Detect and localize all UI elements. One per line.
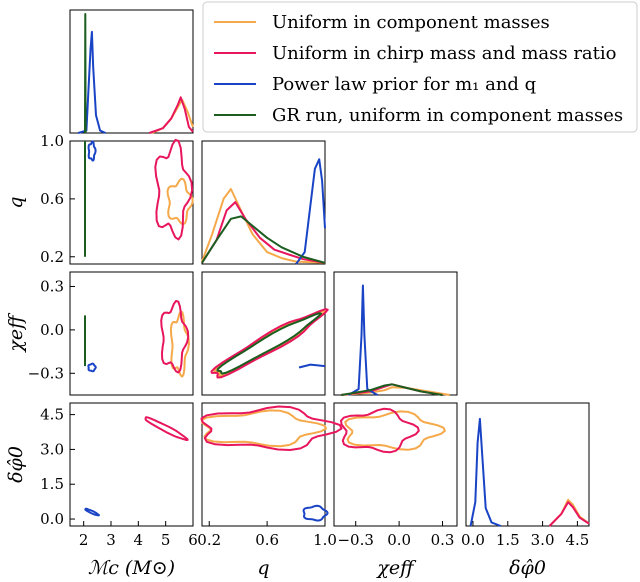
marginal-q-1 — [201, 201, 326, 264]
xtick-label-q-2: 1.0 — [313, 531, 337, 549]
panel-frame-3-3 — [465, 402, 590, 527]
panel-frame-2-0 — [69, 271, 194, 396]
ytick-label-dphi0-0: 4.5 — [40, 406, 64, 424]
contour-q-mc-2 — [87, 140, 97, 162]
contour-q-mc-1 — [154, 138, 194, 241]
contour-dphi-mc-1 — [144, 416, 189, 441]
ytick-label-q-2: 0.2 — [40, 248, 64, 266]
xtick-label-chi-2: 0.3 — [431, 531, 455, 549]
xlabel-q: q — [257, 557, 269, 579]
xtick-label-chi-1: 0.0 — [387, 531, 411, 549]
contour-dphi-chi-0 — [344, 410, 446, 451]
marginal-mc-3 — [84, 13, 87, 134]
contour-dphi-chi-1 — [340, 407, 420, 454]
ytick-label-chi_eff-1: 0.0 — [40, 321, 64, 339]
xtick-label-dphi-0: 0.0 — [461, 531, 485, 549]
ytick-label-chi_eff-0: 0.3 — [40, 277, 64, 295]
marginal-q-3 — [201, 215, 326, 264]
panel-frame-3-1 — [201, 402, 326, 527]
xtick-label-dphi-3: 4.5 — [565, 531, 589, 549]
xtick-label-dphi-2: 3.0 — [531, 531, 555, 549]
xtick-label-chi-0: −0.3 — [337, 531, 373, 549]
ylabel-dphi: δφ̂0 — [5, 446, 27, 483]
legend-entry-0: Uniform in component masses — [272, 12, 550, 33]
ytick-label-q-1: 0.6 — [40, 190, 64, 208]
contour-dphi-mc-2 — [84, 507, 100, 517]
marginal-mc-1 — [148, 96, 194, 134]
xtick-label-mc-3: 5 — [161, 531, 171, 549]
contour-dphi-q-1 — [200, 405, 343, 451]
contour-chi-mc-2 — [87, 362, 97, 373]
contour-chi-mc-1 — [160, 299, 190, 374]
panel-frame-1-0 — [69, 140, 194, 265]
marginal-chi_eff-3 — [341, 383, 443, 396]
panel-frame-2-2 — [333, 271, 458, 396]
panel-frame-3-2 — [333, 402, 458, 527]
contour-q-mc-0 — [166, 177, 194, 226]
xtick-label-dphi-1: 1.5 — [496, 531, 520, 549]
ytick-label-dphi0-1: 3.0 — [40, 440, 64, 458]
legend-entry-2: Power law prior for m₁ and q — [272, 74, 536, 95]
contour-dphi-q-2 — [302, 504, 329, 522]
xtick-label-q-0: 0.2 — [197, 531, 221, 549]
xtick-label-mc-1: 3 — [106, 531, 116, 549]
xlabel-mc: ℳc (M⊙) — [88, 557, 175, 579]
marginal-dphi0-1 — [548, 501, 590, 527]
xtick-label-mc-0: 2 — [79, 531, 89, 549]
ytick-label-dphi0-2: 1.5 — [40, 475, 64, 493]
xtick-label-q-1: 0.6 — [255, 531, 279, 549]
marginal-chi_eff-2 — [347, 284, 378, 396]
xtick-label-mc-4: 6 — [188, 531, 198, 549]
legend-entry-3: GR run, uniform in component masses — [272, 105, 623, 126]
contour-chi-q-2 — [298, 363, 326, 369]
xlabel-dphi: δφ̂0 — [509, 557, 546, 579]
contour-chi-q-3 — [216, 312, 322, 375]
panel-frame-3-0 — [69, 402, 194, 527]
xtick-label-mc-2: 4 — [134, 531, 144, 549]
panel-frame-1-1 — [201, 140, 326, 265]
marginal-mc-2 — [77, 30, 106, 134]
panel-frame-2-1 — [201, 271, 326, 396]
legend-entry-1: Uniform in chirp mass and mass ratio — [272, 43, 617, 64]
ylabel-q: q — [5, 196, 27, 208]
ytick-label-q-0: 1.0 — [40, 132, 64, 150]
legend-box — [202, 1, 638, 133]
marginal-q-2 — [295, 158, 326, 265]
panel-frame-0-0 — [69, 9, 194, 134]
xlabel-chi: χeff — [375, 557, 417, 579]
ytick-label-dphi0-3: 0.0 — [40, 510, 64, 528]
ylabel-chi: χeff — [5, 312, 27, 354]
marginal-dphi0-2 — [469, 417, 502, 527]
contour-chi-mc-0 — [169, 310, 190, 378]
contour-chi-q-1 — [210, 308, 329, 379]
ytick-label-chi_eff-2: −0.3 — [28, 364, 64, 382]
